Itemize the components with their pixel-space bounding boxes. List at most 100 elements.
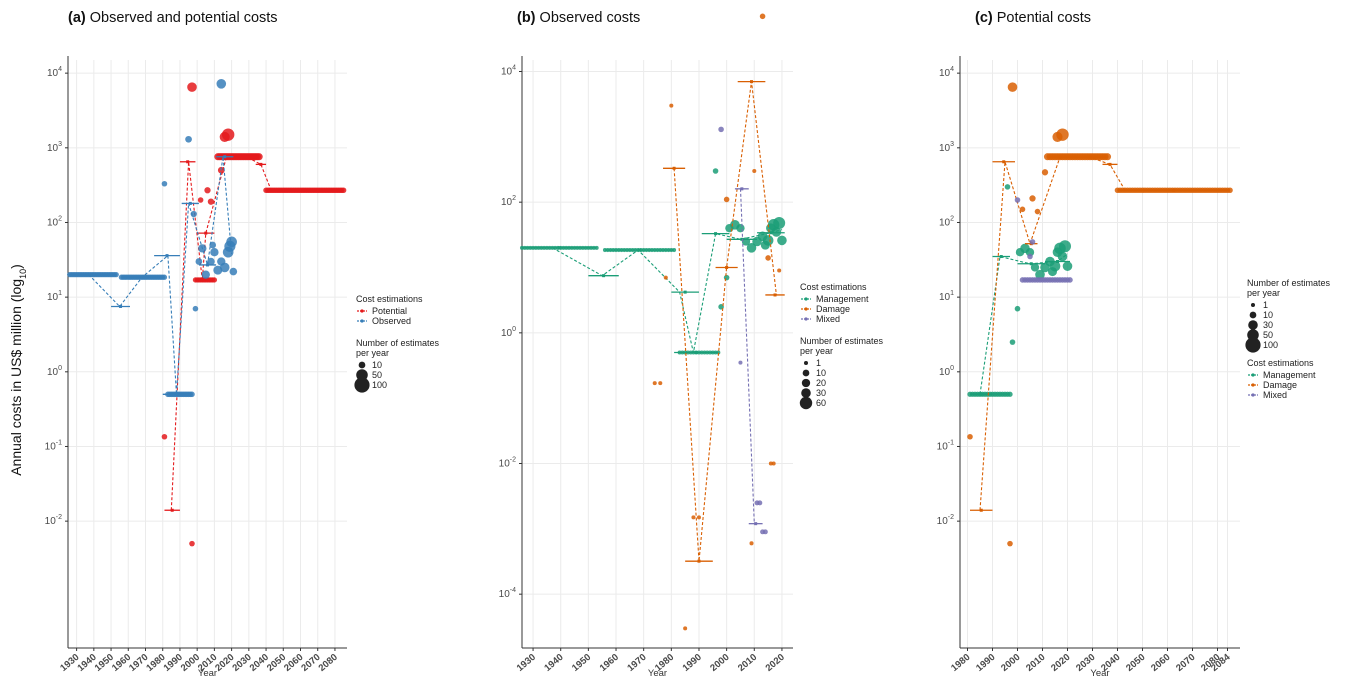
size-legend-item: 100 (1263, 340, 1278, 350)
panel-title: (c) Potential costs (975, 10, 1091, 26)
legend-title: Cost estimations (1247, 358, 1314, 368)
legend-item-mixed: Mixed (816, 314, 840, 324)
y-tick-label: 102 (939, 215, 954, 228)
panel-tag: (c) (975, 10, 997, 26)
data-point (718, 126, 724, 133)
data-point (669, 103, 674, 108)
size-legend-dot (1248, 320, 1258, 330)
data-point (967, 433, 973, 440)
panel-title-text: Observed costs (540, 10, 641, 26)
grid (960, 60, 1240, 648)
y-tick-exp: -4 (510, 587, 516, 594)
size-legend-dot (1250, 302, 1256, 308)
size-legend-dot (1247, 329, 1259, 341)
y-tick-label: 10-1 (937, 439, 954, 452)
y-tick-label: 10-4 (499, 587, 516, 600)
series-damage (652, 13, 785, 631)
mean-marker (91, 273, 95, 277)
size-legend-title: Number of estimates (1247, 278, 1331, 288)
size-legend-dot (356, 369, 368, 381)
data-point (602, 248, 607, 253)
size-legend-dot (1245, 337, 1261, 353)
data-point (201, 270, 210, 279)
data-point (161, 180, 168, 187)
mean-marker (245, 155, 249, 159)
x-tick-label: 1940 (542, 652, 565, 674)
y-tick-exp: 3 (950, 141, 954, 148)
x-tick-label: 2060 (1149, 652, 1172, 674)
series-management (519, 168, 787, 355)
mean-marker (1002, 160, 1006, 164)
size-legend-item: 10 (372, 360, 382, 370)
data-point (1034, 208, 1041, 215)
data-point (1030, 263, 1040, 272)
data-point (221, 128, 235, 141)
x-axis-title: Year (198, 668, 217, 679)
legend-key-dot (1251, 383, 1255, 387)
x-tick-label: 1990 (974, 652, 997, 674)
size-legend-item: 50 (372, 370, 382, 380)
size-legend-item: 1 (816, 358, 821, 368)
data-point (219, 262, 230, 273)
size-legend-item: 50 (1263, 330, 1273, 340)
legend-key-dot (1251, 393, 1255, 397)
y-tick-base: 10 (47, 68, 59, 79)
y-tick-base: 10 (939, 143, 951, 154)
data-point (757, 500, 763, 506)
y-tick-exp: 4 (950, 66, 954, 73)
y-tick-exp: 2 (58, 215, 62, 222)
mean-marker (186, 160, 190, 164)
y-tick-exp: -2 (510, 457, 516, 464)
legend-title: Cost estimations (356, 294, 423, 304)
size-legend-item: 10 (816, 368, 826, 378)
legend-item-observed: Observed (372, 316, 411, 326)
data-point (759, 13, 766, 20)
data-point (771, 461, 776, 466)
series-management (967, 184, 1073, 397)
y-tick-base: 10 (939, 367, 951, 378)
trend-line (739, 188, 755, 524)
data-point (195, 258, 203, 265)
mean-marker (979, 392, 983, 396)
x-tick-label: 1960 (598, 652, 621, 674)
panel-title: (a) Observed and potential costs (68, 10, 278, 26)
y-tick-base: 10 (939, 217, 951, 228)
data-point (1014, 305, 1021, 312)
mean-marker (175, 392, 179, 396)
data-point (1035, 269, 1045, 280)
y-tick-label: 10-2 (45, 514, 62, 527)
data-point (1004, 184, 1011, 190)
data-point (210, 248, 219, 257)
data-point (765, 255, 771, 261)
legend-item-management: Management (1263, 370, 1316, 380)
size-legend-dot (801, 378, 811, 388)
data-point (1007, 82, 1018, 92)
grid (68, 60, 347, 648)
legend-key-dot (804, 317, 808, 321)
panel-tag: (b) (517, 10, 540, 26)
x-tick-label: 2070 (1174, 652, 1197, 674)
mean-marker (697, 559, 701, 563)
legend-key-dot (804, 307, 808, 311)
data-point (1014, 197, 1021, 203)
data-point (696, 515, 701, 520)
legend-title: Cost estimations (800, 282, 867, 292)
y-tick-exp: 3 (58, 141, 62, 148)
y-tick-label: 102 (501, 195, 516, 208)
mean-marker (204, 231, 208, 235)
data-point (723, 274, 730, 281)
y-tick-exp: -2 (948, 514, 954, 521)
panel-title-text: Observed and potential costs (90, 10, 278, 26)
y-tick-base: 10 (47, 292, 59, 303)
mean-marker (1172, 188, 1176, 192)
size-legend-dot (1249, 311, 1257, 319)
data-point (1041, 169, 1049, 176)
y-tick-exp: 2 (512, 195, 516, 202)
x-tick-label: 1970 (625, 652, 648, 674)
data-point (777, 235, 787, 246)
x-tick-label: 2000 (999, 652, 1022, 674)
